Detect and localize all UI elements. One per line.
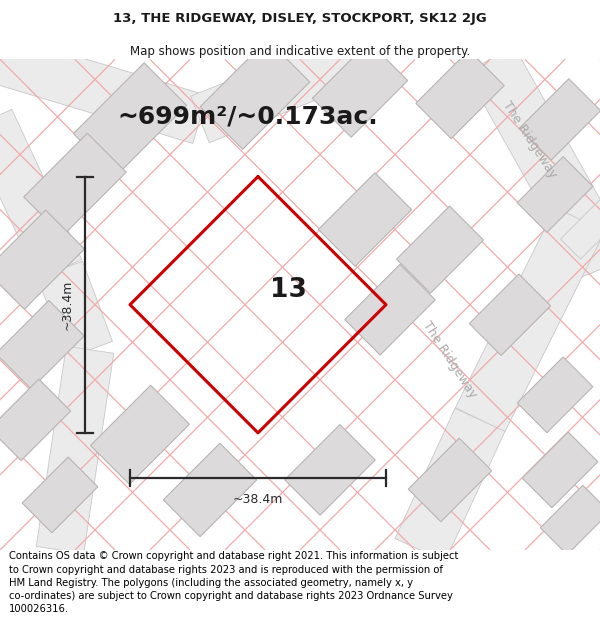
Text: 13, THE RIDGEWAY, DISLEY, STOCKPORT, SK12 2JG: 13, THE RIDGEWAY, DISLEY, STOCKPORT, SK1… (113, 12, 487, 25)
Polygon shape (24, 133, 126, 236)
Text: Contains OS data © Crown copyright and database right 2021. This information is : Contains OS data © Crown copyright and d… (9, 551, 458, 614)
Text: 13: 13 (269, 277, 307, 302)
Polygon shape (345, 264, 435, 355)
Polygon shape (520, 79, 600, 160)
Polygon shape (408, 438, 492, 522)
Polygon shape (319, 173, 412, 266)
Polygon shape (73, 62, 187, 176)
Polygon shape (0, 379, 71, 461)
Polygon shape (285, 424, 375, 515)
Polygon shape (91, 385, 190, 484)
Polygon shape (200, 39, 310, 149)
Polygon shape (560, 200, 600, 259)
Polygon shape (395, 408, 505, 561)
Polygon shape (469, 274, 551, 356)
Polygon shape (0, 109, 82, 280)
Polygon shape (0, 210, 85, 309)
Polygon shape (554, 209, 600, 280)
Polygon shape (22, 457, 98, 532)
Polygon shape (455, 208, 600, 432)
Polygon shape (0, 301, 84, 389)
Polygon shape (522, 432, 598, 508)
Text: The Ridgeway: The Ridgeway (500, 99, 560, 180)
Text: ~699m²/~0.173ac.: ~699m²/~0.173ac. (118, 104, 379, 129)
Text: Map shows position and indicative extent of the property.: Map shows position and indicative extent… (130, 44, 470, 58)
Polygon shape (517, 357, 593, 432)
Polygon shape (36, 346, 114, 554)
Polygon shape (397, 206, 484, 293)
Polygon shape (541, 485, 600, 554)
Polygon shape (191, 36, 359, 142)
Polygon shape (416, 50, 504, 139)
Polygon shape (0, 36, 207, 143)
Text: ~38.4m: ~38.4m (233, 493, 283, 506)
Text: The Ridgeway: The Ridgeway (421, 319, 479, 401)
Polygon shape (466, 46, 600, 233)
Polygon shape (517, 157, 593, 232)
Text: ~38.4m: ~38.4m (61, 279, 74, 330)
Polygon shape (163, 443, 257, 537)
Polygon shape (38, 261, 112, 358)
Polygon shape (312, 42, 408, 138)
